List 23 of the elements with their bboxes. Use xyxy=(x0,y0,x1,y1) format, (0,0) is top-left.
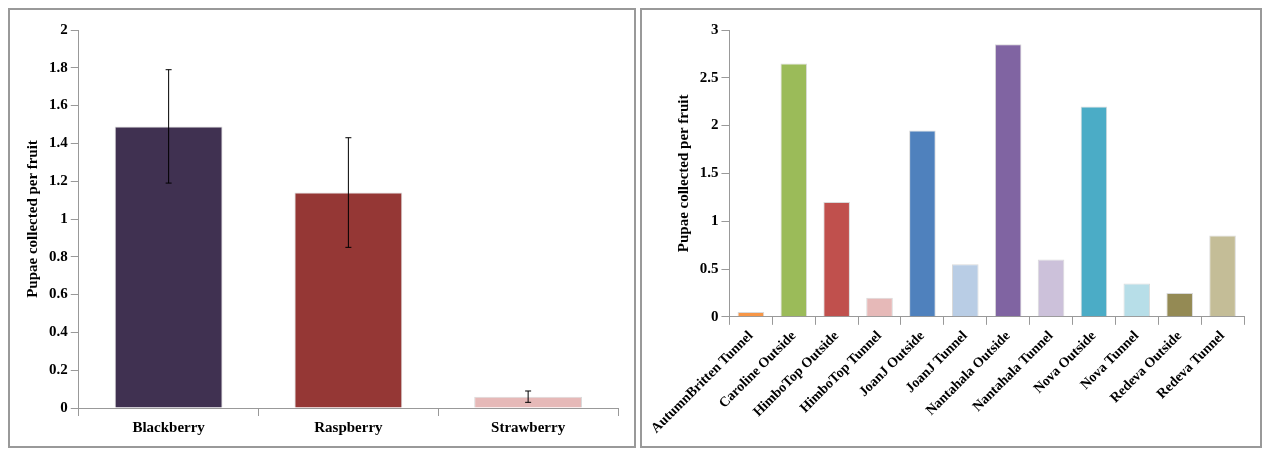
y-tick-label: 1.6 xyxy=(49,96,69,113)
y-tick-label: 1 xyxy=(60,209,68,226)
y-tick-label: 1.2 xyxy=(49,172,68,189)
y-tick-label: 0.4 xyxy=(49,323,69,340)
y-tick-label: 1.5 xyxy=(699,164,719,181)
y-tick-label: 1.4 xyxy=(49,134,69,151)
y-tick-label: 3 xyxy=(710,20,719,37)
x-tick-label: Strawberry xyxy=(491,418,566,435)
y-tick-label: 0 xyxy=(710,307,719,324)
y-axis-title: Pupae collected per fruit xyxy=(674,94,691,253)
x-tick-label: Raspberry xyxy=(314,418,384,435)
x-tick-label: Blackberry xyxy=(132,418,206,435)
y-tick-label: 0 xyxy=(60,398,68,415)
y-tick-label: 2 xyxy=(710,116,719,133)
y-tick-label: 0.8 xyxy=(49,247,68,264)
y-tick-label: 0.2 xyxy=(49,361,68,378)
y-tick-label: 0.5 xyxy=(699,259,719,276)
y-axis-title: Pupae collected per fruit xyxy=(23,140,40,298)
y-tick-label: 1 xyxy=(710,212,719,229)
y-tick-label: 2 xyxy=(60,20,68,37)
y-tick-label: 2.5 xyxy=(699,68,719,85)
y-tick-label: 0.6 xyxy=(49,285,69,302)
y-tick-label: 1.8 xyxy=(49,58,68,75)
